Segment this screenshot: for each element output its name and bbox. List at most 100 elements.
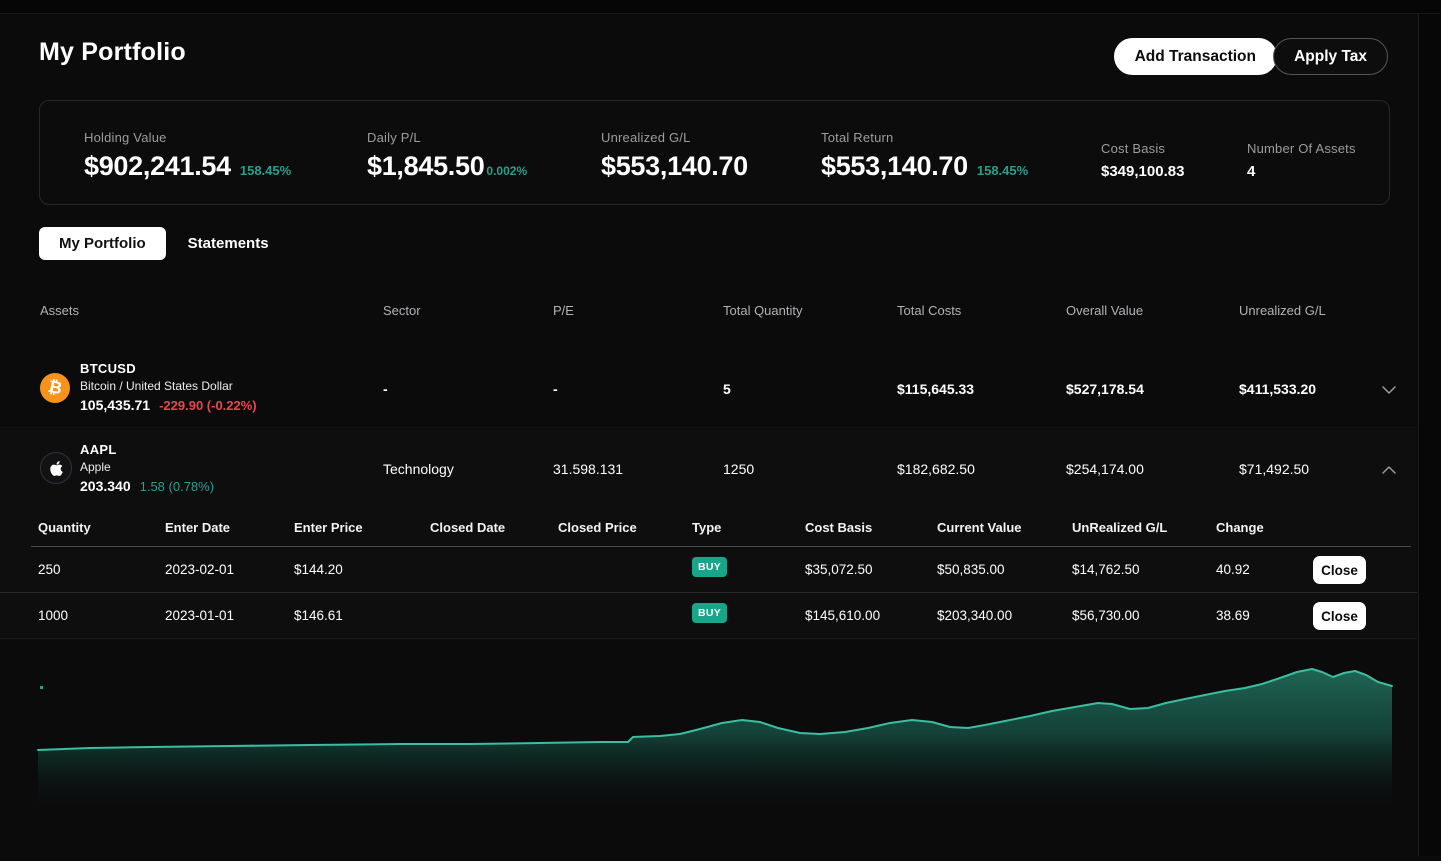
asset-change: -229.90 (-0.22%) — [159, 398, 257, 413]
stat-value: $349,100.83 — [1101, 163, 1185, 180]
column-header-sector: Sector — [383, 303, 421, 318]
apply-tax-button[interactable]: Apply Tax — [1273, 38, 1388, 75]
cell-enter-date: 2023-01-01 — [165, 608, 235, 623]
asset-name: Bitcoin / United States Dollar — [80, 379, 233, 393]
column-header-overall-value: Overall Value — [1066, 303, 1144, 318]
cell-current-value: $203,340.00 — [937, 608, 1013, 623]
bitcoin-icon: ₿ — [40, 373, 70, 403]
stat-label: Total Return — [821, 130, 894, 145]
cell-overall-value: $527,178.54 — [1066, 381, 1144, 397]
position-row: 250 2023-02-01 $144.20 BUY $35,072.50 $5… — [0, 547, 1417, 593]
cell-total-costs: $115,645.33 — [897, 381, 975, 397]
stat-cost-basis: Cost Basis $349,100.83 — [1101, 141, 1184, 180]
view-tabs: My Portfolio Statements — [39, 227, 269, 260]
stat-label: Holding Value — [84, 130, 167, 145]
page-title: My Portfolio — [39, 38, 186, 66]
table-row-aapl[interactable]: AAPL Apple 203.340 1.58 (0.78%) Technolo… — [0, 434, 1417, 504]
stat-value: $902,241.54 — [84, 151, 231, 181]
cell-change: 40.92 — [1216, 562, 1250, 577]
cell-quantity: 1000 — [38, 608, 69, 623]
stat-label: Unrealized G/L — [601, 130, 691, 145]
cell-pe: 31.598.131 — [553, 461, 624, 477]
add-transaction-button[interactable]: Add Transaction — [1113, 38, 1277, 75]
chevron-down-icon[interactable] — [1378, 378, 1400, 401]
cell-unrealized-gl: $14,762.50 — [1072, 562, 1140, 577]
subcolumn-header-enter-price: Enter Price — [294, 520, 363, 535]
subcolumn-header-closed-price: Closed Price — [558, 520, 637, 535]
table-row-btcusd[interactable]: ₿ BTCUSD Bitcoin / United States Dollar … — [0, 352, 1417, 426]
cell-change: 38.69 — [1216, 608, 1250, 623]
stat-unrealized-gl: Unrealized G/L $553,140.70 — [601, 130, 748, 182]
stat-number-of-assets: Number Of Assets 4 — [1247, 141, 1356, 180]
area-chart-svg — [37, 668, 1393, 818]
expanded-asset-block — [0, 427, 1417, 638]
close-position-button[interactable]: Close — [1313, 556, 1366, 584]
cell-overall-value: $254,174.00 — [1066, 461, 1144, 477]
chevron-up-icon[interactable] — [1378, 458, 1400, 481]
performance-chart[interactable] — [0, 655, 1441, 856]
cell-enter-price: $146.61 — [294, 608, 343, 623]
stat-total-return: Total Return $553,140.70 158.45% — [821, 130, 1028, 182]
column-header-pe: P/E — [553, 303, 574, 318]
cell-quantity: 250 — [38, 562, 61, 577]
window-top-frame — [0, 0, 1441, 14]
stat-daily-pl: Daily P/L $1,845.50 0.002% — [367, 130, 527, 182]
cell-cost-basis: $35,072.50 — [805, 562, 873, 577]
chart-marker-dot — [40, 686, 43, 689]
buy-type-badge: BUY — [692, 557, 728, 577]
cell-total-costs: $182,682.50 — [897, 461, 975, 477]
asset-symbol: BTCUSD — [80, 361, 136, 376]
subcolumn-header-enter-date: Enter Date — [165, 520, 231, 535]
apple-icon — [40, 452, 72, 484]
subcolumn-header-closed-date: Closed Date — [430, 520, 506, 535]
subtable-header-divider — [31, 546, 1411, 547]
stat-percent: 158.45% — [239, 163, 292, 178]
buy-type-badge: BUY — [692, 603, 728, 623]
asset-identity: AAPL Apple 203.340 1.58 (0.78%) — [80, 442, 214, 494]
tab-statements[interactable]: Statements — [187, 235, 269, 252]
subcolumn-header-change: Change — [1216, 520, 1264, 535]
subcolumn-header-type: Type — [692, 520, 722, 535]
stat-holding-value: Holding Value $902,241.54 158.45% — [84, 130, 291, 182]
cell-sector: - — [383, 381, 388, 397]
stat-label: Cost Basis — [1101, 141, 1166, 156]
position-row: 1000 2023-01-01 $146.61 BUY $145,610.00 … — [0, 593, 1417, 639]
asset-change: 1.58 (0.78%) — [139, 479, 215, 494]
column-header-total-costs: Total Costs — [897, 303, 962, 318]
asset-name: Apple — [80, 460, 111, 474]
subcolumn-header-current-value: Current Value — [937, 520, 1022, 535]
cell-unrealized-gl: $411,533.20 — [1239, 381, 1317, 397]
cell-pe: - — [553, 381, 558, 397]
column-header-total-quantity: Total Quantity — [723, 303, 803, 318]
portfolio-summary-card: Holding Value $902,241.54 158.45% Daily … — [39, 100, 1390, 205]
cell-unrealized-gl: $71,492.50 — [1239, 461, 1310, 477]
close-position-button[interactable]: Close — [1313, 602, 1366, 630]
cell-unrealized-gl: $56,730.00 — [1072, 608, 1140, 623]
stat-value: $553,140.70 — [601, 151, 748, 181]
stat-label: Number Of Assets — [1247, 141, 1356, 156]
subcolumn-header-unrealized-gl: UnRealized G/L — [1072, 520, 1168, 535]
column-header-assets: Assets — [40, 303, 80, 318]
stat-percent: 158.45% — [976, 163, 1029, 178]
tab-my-portfolio[interactable]: My Portfolio — [39, 227, 166, 260]
cell-cost-basis: $145,610.00 — [805, 608, 881, 623]
cell-sector: Technology — [383, 461, 454, 477]
subcolumn-header-quantity: Quantity — [38, 520, 91, 535]
cell-enter-date: 2023-02-01 — [165, 562, 235, 577]
subcolumn-header-cost-basis: Cost Basis — [805, 520, 873, 535]
cell-total-quantity: 5 — [723, 381, 731, 397]
cell-total-quantity: 1250 — [723, 461, 755, 477]
stat-value: 4 — [1247, 163, 1256, 180]
asset-price: 105,435.71 — [80, 397, 151, 413]
stat-label: Daily P/L — [367, 130, 421, 145]
asset-identity: BTCUSD Bitcoin / United States Dollar 10… — [80, 361, 257, 413]
column-header-unrealized-gl: Unrealized G/L — [1239, 303, 1326, 318]
stat-value: $553,140.70 — [821, 151, 968, 181]
cell-enter-price: $144.20 — [294, 562, 343, 577]
asset-price: 203.340 — [80, 478, 131, 494]
cell-current-value: $50,835.00 — [937, 562, 1005, 577]
stat-value: $1,845.50 — [367, 151, 485, 181]
asset-symbol: AAPL — [80, 442, 117, 457]
window-right-frame — [1418, 14, 1441, 856]
